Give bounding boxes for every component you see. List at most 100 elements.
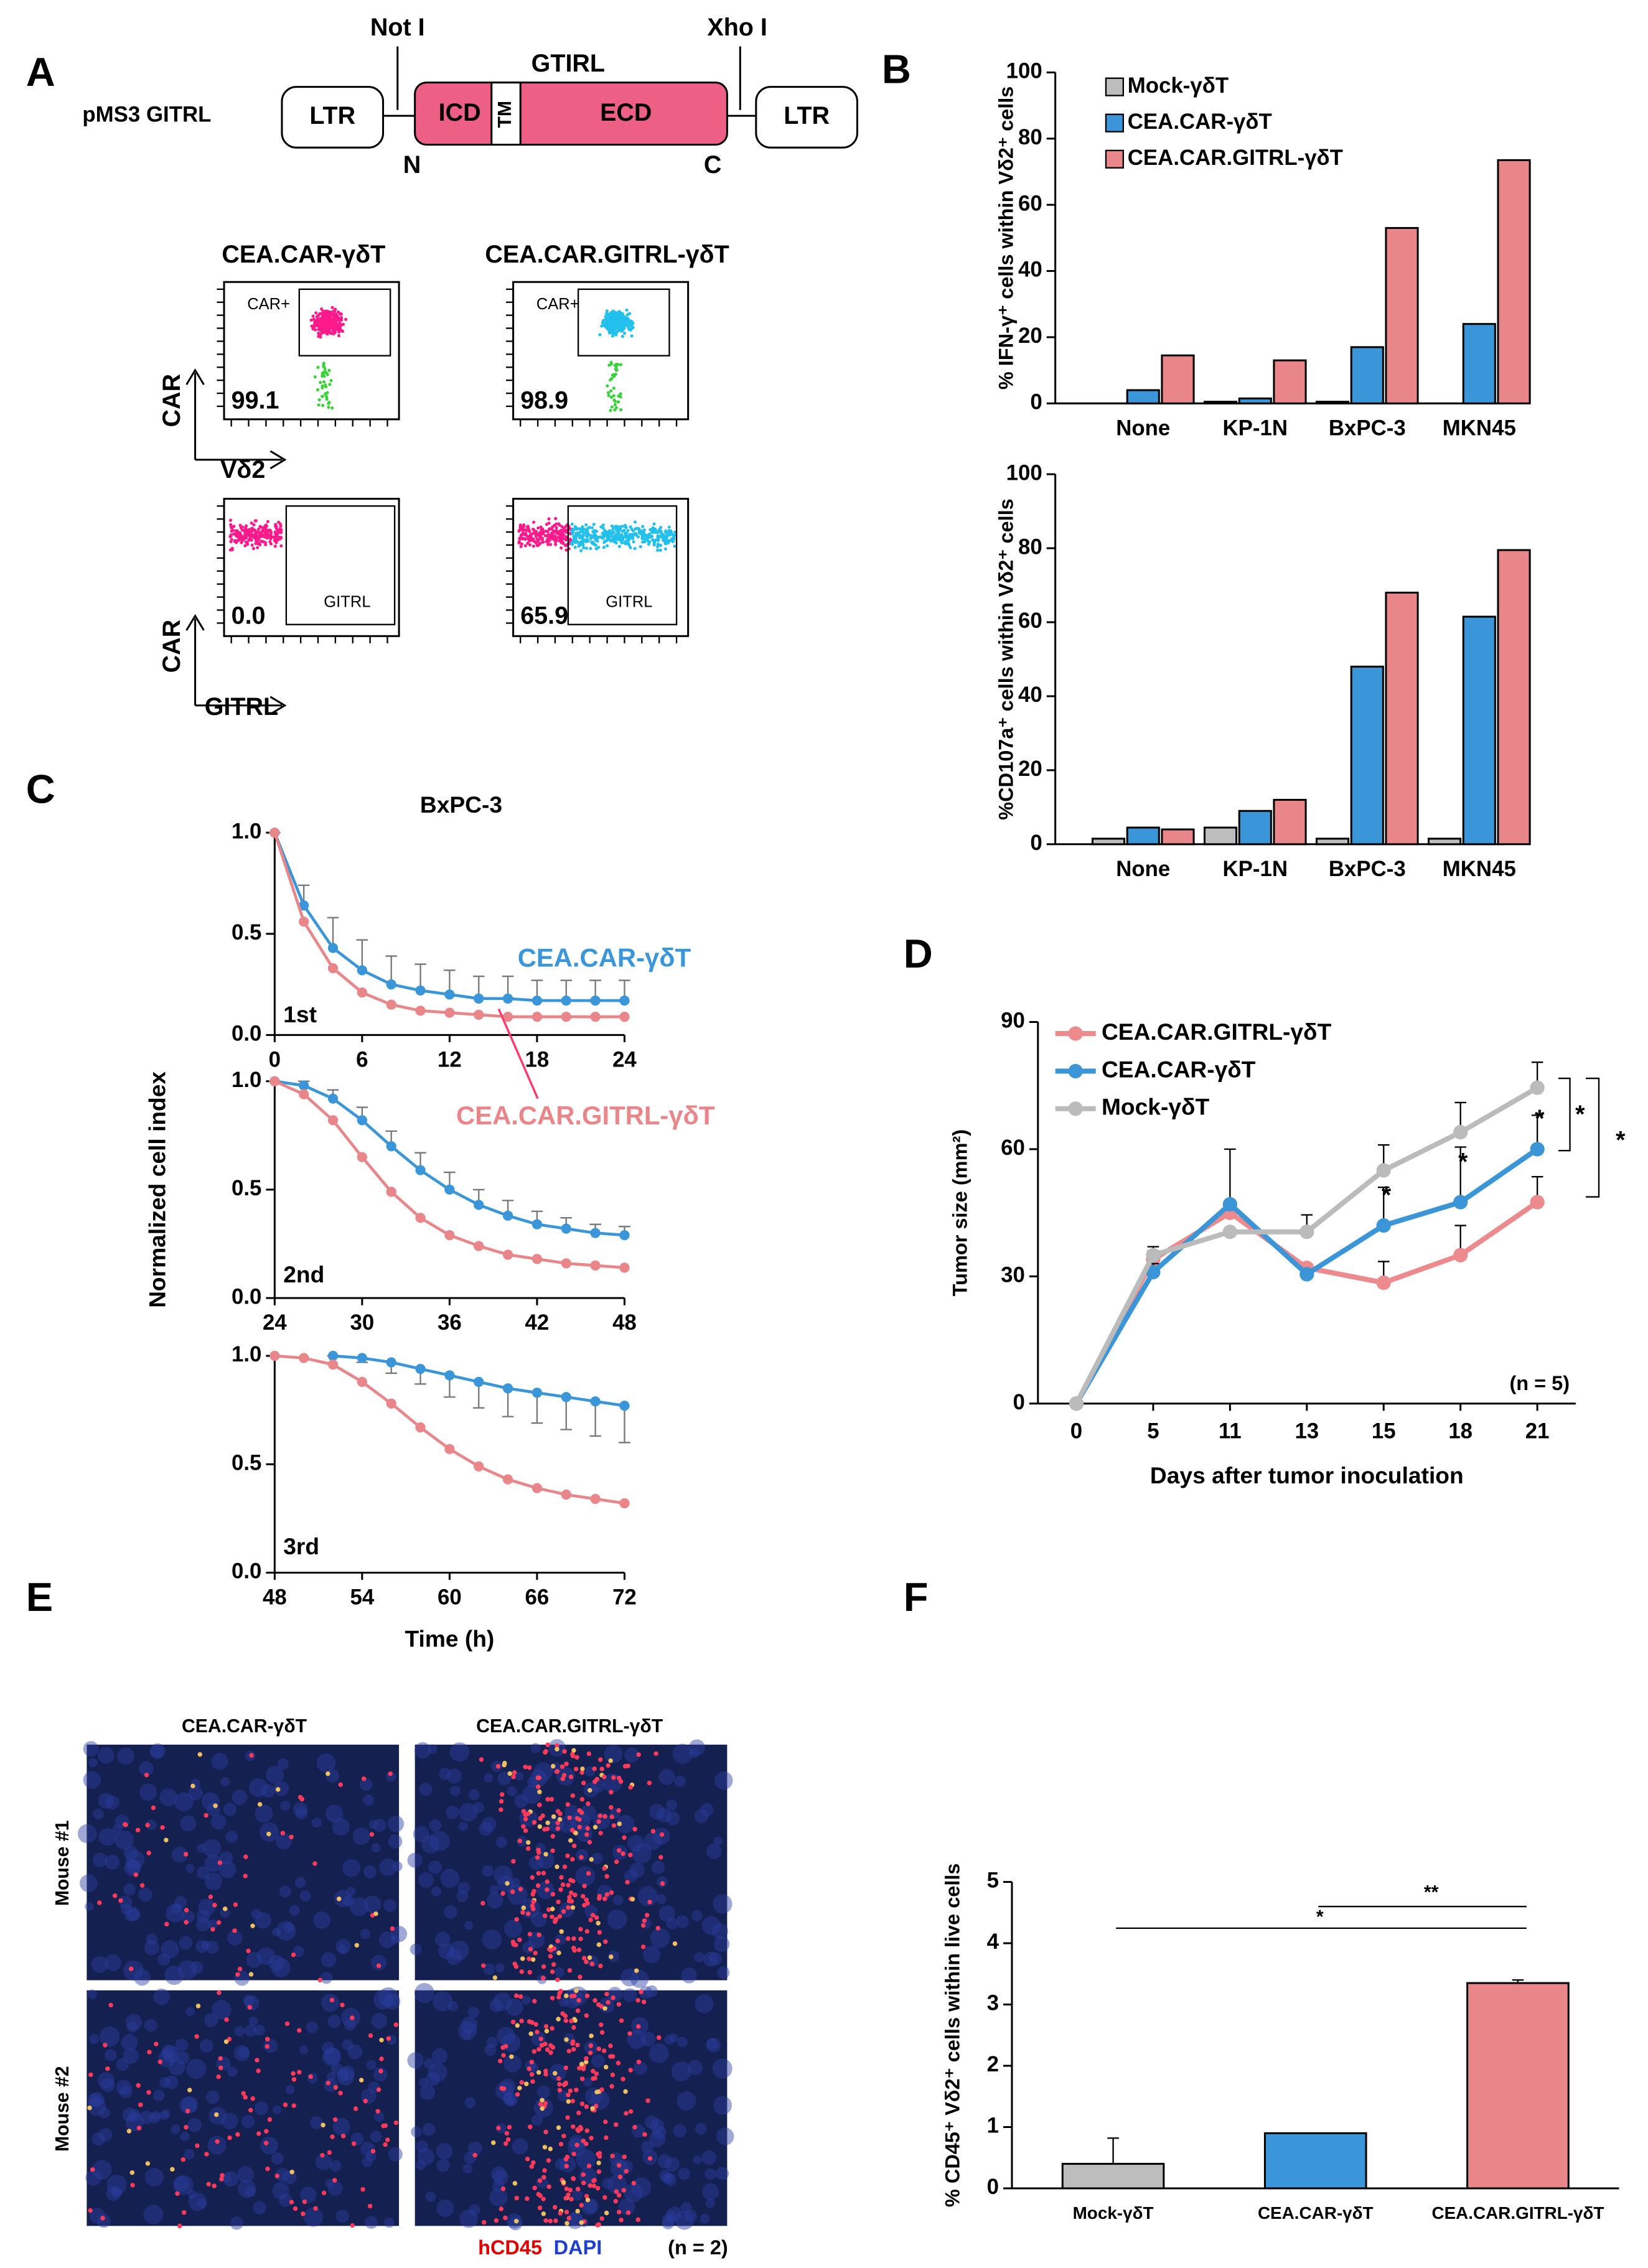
flow-dot xyxy=(609,324,613,327)
cd45-cell xyxy=(550,1969,555,1974)
flow-column-title: CEA.CAR.GITRL-γδT xyxy=(485,241,729,268)
cd45-cell xyxy=(566,2048,571,2054)
flow-dot xyxy=(551,530,555,533)
nucleus-stain xyxy=(677,2091,696,2111)
data-point xyxy=(474,993,484,1004)
flow-dot xyxy=(609,389,613,393)
nucleus-stain xyxy=(575,1866,596,1887)
cd45-cell xyxy=(590,1913,596,1918)
cd45-cell xyxy=(617,2174,623,2180)
nucleus-stain xyxy=(512,2138,528,2155)
nucleus-stain xyxy=(164,1965,184,1986)
nucleus-stain xyxy=(201,1792,220,1811)
cd45-cell xyxy=(224,2017,229,2022)
cd45-cell xyxy=(647,2156,653,2161)
cd45-cell xyxy=(579,2061,584,2066)
nucleus-stain xyxy=(462,2030,471,2040)
cd45-cell xyxy=(570,1793,576,1798)
nucleus-stain xyxy=(161,2109,171,2118)
y-tick-label: 80 xyxy=(1018,125,1042,149)
cd45-cell xyxy=(589,2033,594,2038)
flow-dot xyxy=(319,335,322,339)
cd45-cell xyxy=(570,2098,576,2104)
cd45-cell xyxy=(579,1855,584,1860)
cd45-cell xyxy=(265,2166,270,2172)
data-point xyxy=(1069,1396,1084,1411)
nucleus-stain xyxy=(483,1963,495,1975)
cd45-cell xyxy=(636,1752,641,1757)
cd45-cell xyxy=(353,2106,358,2111)
nucleus-stain xyxy=(120,1903,132,1915)
cd45-cell xyxy=(256,2068,261,2073)
flow-dot xyxy=(276,538,279,542)
data-point xyxy=(531,1219,543,1230)
data-point xyxy=(531,1483,543,1493)
cd45-cell xyxy=(639,1989,644,1994)
cd45-cell xyxy=(537,1790,542,1794)
cd45-cell xyxy=(541,2196,546,2201)
flow-dot xyxy=(619,363,623,366)
flow-dot xyxy=(592,523,596,526)
cd45-cell xyxy=(594,1915,599,1920)
data-point xyxy=(474,1241,484,1251)
cd45-cell xyxy=(100,2216,105,2221)
cd45-cell xyxy=(557,1914,563,1919)
cd45-cell xyxy=(553,2218,558,2223)
flow-dot xyxy=(612,531,616,534)
cd45-cell xyxy=(535,2029,540,2035)
nucleus-stain xyxy=(417,2148,434,2165)
cd45-cell xyxy=(594,2071,599,2076)
flow-dot xyxy=(665,541,669,545)
bar xyxy=(1203,826,1238,846)
flow-dot xyxy=(642,528,646,532)
nucleus-stain xyxy=(492,1992,512,2012)
cd45-cell xyxy=(550,1892,556,1897)
cd45-cell xyxy=(481,1963,486,1968)
flow-dot xyxy=(606,319,610,323)
nucleus-stain xyxy=(715,2167,729,2180)
nucleus-stain xyxy=(627,1834,644,1852)
cd45-cell xyxy=(368,2033,373,2038)
nucleus-stain xyxy=(426,2071,440,2086)
cd45-cell xyxy=(170,2167,175,2172)
flow-dot xyxy=(581,533,586,537)
flow-dot xyxy=(541,540,545,544)
cd45-cell xyxy=(550,1763,556,1769)
nucleus-stain xyxy=(527,1776,538,1788)
data-point xyxy=(415,1422,426,1433)
nucleus-stain xyxy=(678,2167,691,2180)
cd45-cell xyxy=(135,1827,141,1832)
bar xyxy=(1273,359,1307,404)
flow-dot xyxy=(517,530,521,533)
annotation: * xyxy=(1382,1182,1392,1209)
cd45-cell xyxy=(289,2170,294,2175)
cd45-cell xyxy=(580,1766,585,1771)
cd45-cell xyxy=(557,2082,562,2087)
cd45-cell xyxy=(565,1853,570,1859)
nucleus-stain xyxy=(106,2175,127,2195)
data-point xyxy=(619,1011,630,1022)
cd45-cell xyxy=(647,1780,652,1786)
nucleus-stain xyxy=(657,1808,672,1822)
cd45-cell xyxy=(216,2074,221,2079)
nucleus-stain xyxy=(531,2032,546,2046)
subplot-label: 2nd xyxy=(283,1261,324,1287)
cd45-cell xyxy=(563,2018,569,2023)
cd45-cell xyxy=(556,2125,561,2130)
cd45-cell xyxy=(582,1883,587,1888)
flow-dot xyxy=(634,527,637,531)
cd45-cell xyxy=(367,2203,373,2209)
flow-dot xyxy=(530,538,533,542)
flow-dot xyxy=(665,533,669,536)
nucleus-stain xyxy=(651,1860,665,1874)
nucleus-stain xyxy=(126,1859,141,1875)
flow-dot xyxy=(528,543,532,547)
flow-dot xyxy=(238,538,241,541)
nucleus-stain xyxy=(166,1903,184,1923)
cd45-cell xyxy=(586,1871,591,1876)
cd45-cell xyxy=(217,1990,222,1995)
flow-plot xyxy=(223,498,400,637)
flow-dot xyxy=(229,540,233,544)
cd45-cell xyxy=(569,2196,574,2202)
cd45-cell xyxy=(582,1903,587,1908)
